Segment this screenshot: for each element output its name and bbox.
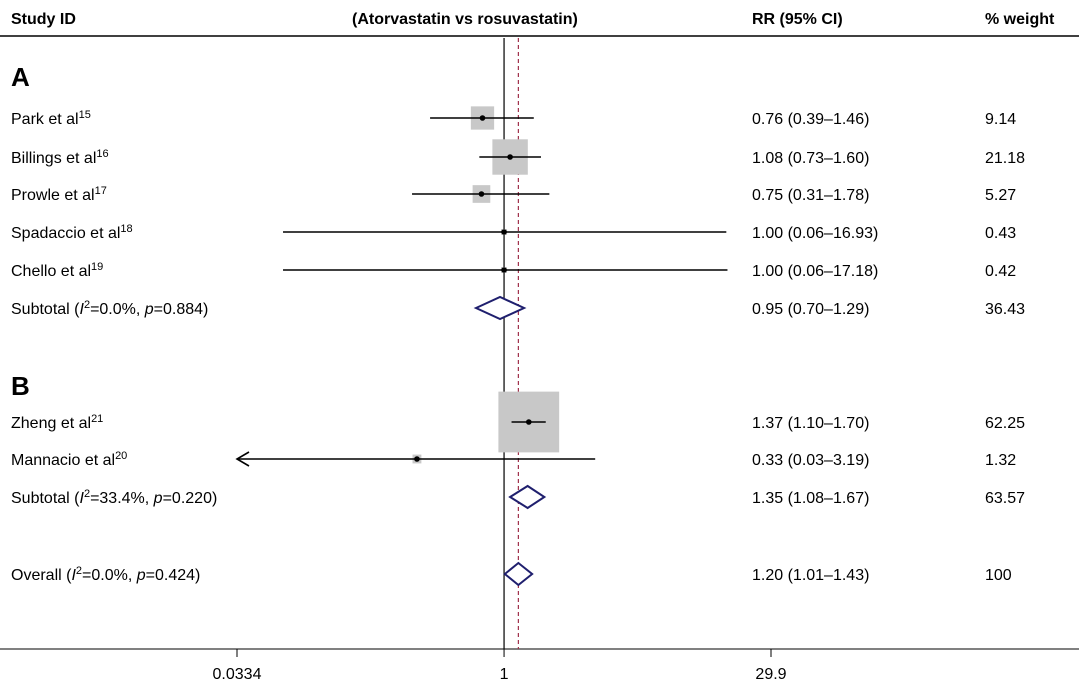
rr-ci-value: 1.00 (0.06–16.93)	[752, 225, 878, 242]
weight-value: 100	[985, 567, 1012, 584]
subtotal-label-pval: =0.884)	[154, 301, 209, 318]
overall-label: Overall (I2=0.0%, p=0.424)	[11, 565, 200, 584]
subtotal-label: Subtotal (I2=33.4%, p=0.220)	[11, 488, 217, 507]
subtotal-label-p: p	[144, 301, 154, 318]
rr-ci-value: 1.08 (0.73–1.60)	[752, 150, 869, 167]
subtotal-label-pval: =0.220)	[163, 490, 218, 507]
study-label-park-name: Park et al	[11, 111, 79, 128]
study-label-prowle-name: Prowle et al	[11, 187, 95, 204]
subtotal-label: Subtotal (I2=0.0%, p=0.884)	[11, 299, 208, 318]
overall-diamond	[503, 561, 534, 587]
subtotal-label-sup: 2	[84, 488, 90, 500]
study-label-chello: Chello et al19	[11, 261, 103, 280]
point-estimate	[478, 191, 485, 197]
overall-label-i: I	[71, 567, 76, 584]
study-label-zheng-name: Zheng et al	[11, 415, 91, 432]
study-label-billings: Billings et al16	[11, 148, 109, 167]
subtotal-label-i: I	[79, 301, 84, 318]
study-label-prowle-ref: 17	[95, 185, 107, 197]
x-axis-ticks: 0.0334 1 29.9	[213, 649, 787, 683]
study-label-billings-ref: 16	[96, 148, 108, 160]
study-label-billings-name: Billings et al	[11, 150, 96, 167]
subtotal-label-p: p	[153, 490, 163, 507]
study-label-zheng: Zheng et al21	[11, 413, 103, 432]
study-label-chello-ref: 19	[91, 261, 103, 273]
rr-ci-value: 1.37 (1.10–1.70)	[752, 415, 869, 432]
rr-ci-value: 0.76 (0.39–1.46)	[752, 111, 869, 128]
weight-value: 0.42	[985, 263, 1016, 280]
overall-label-p: p	[136, 567, 146, 584]
overall-label-sup: 2	[76, 565, 82, 577]
subtotal-label-i2: =33.4%,	[90, 490, 154, 507]
point-estimate	[414, 456, 420, 462]
x-tick-label: 1	[500, 666, 509, 683]
weight-value: 62.25	[985, 415, 1025, 432]
point-estimate	[507, 154, 513, 160]
subtotal-label-prefix: Subtotal (	[11, 301, 80, 318]
weight-value: 9.14	[985, 111, 1016, 128]
weight-value: 5.27	[985, 187, 1016, 204]
point-estimate	[501, 229, 507, 235]
study-label-park: Park et al15	[11, 109, 91, 128]
rr-ci-value: 1.00 (0.06–17.18)	[752, 263, 878, 280]
ci-arrow	[235, 451, 250, 467]
study-label-spadaccio-name: Spadaccio et al	[11, 225, 120, 242]
x-tick-label: 29.9	[755, 666, 786, 683]
subtotal-label-sup: 2	[84, 299, 90, 311]
header-study-id: Study ID	[11, 11, 76, 28]
study-label-mannacio: Mannacio et al20	[11, 450, 127, 469]
weight-value: 1.32	[985, 452, 1016, 469]
study-label-mannacio-ref: 20	[115, 450, 127, 462]
overall-label-pval: =0.424)	[146, 567, 201, 584]
weight-value: 21.18	[985, 150, 1025, 167]
study-label-chello-name: Chello et al	[11, 263, 91, 280]
study-label-prowle: Prowle et al17	[11, 185, 107, 204]
subtotal-diamond	[473, 295, 527, 321]
study-label-spadaccio-ref: 18	[120, 223, 132, 235]
x-tick-label: 0.0334	[213, 666, 262, 683]
point-estimate	[525, 419, 532, 425]
rr-ci-value: 1.20 (1.01–1.43)	[752, 567, 869, 584]
study-label-park-ref: 15	[79, 109, 91, 121]
subtotal-diamond	[508, 484, 547, 510]
point-estimate	[479, 115, 486, 121]
subtotal-label-i: I	[79, 490, 84, 507]
group-label-B: B	[11, 371, 30, 401]
study-label-spadaccio: Spadaccio et al18	[11, 223, 133, 242]
header-comparison: (Atorvastatin vs rosuvastatin)	[352, 11, 578, 28]
rr-ci-value: 1.35 (1.08–1.67)	[752, 490, 869, 507]
group-label-A: A	[11, 62, 30, 92]
weight-value: 36.43	[985, 301, 1025, 318]
subtotal-label-i2: =0.0%,	[90, 301, 145, 318]
overall-label-prefix: Overall (	[11, 567, 72, 584]
rr-ci-value: 0.95 (0.70–1.29)	[752, 301, 869, 318]
forest-rows: A Park et al15 0.76 (0.39–1.46) 9.14 Billing…	[11, 38, 1025, 649]
study-label-mannacio-name: Mannacio et al	[11, 452, 115, 469]
weight-value: 0.43	[985, 225, 1016, 242]
rr-ci-value: 0.33 (0.03–3.19)	[752, 452, 869, 469]
rr-ci-value: 0.75 (0.31–1.78)	[752, 187, 869, 204]
header-weight: % weight	[985, 11, 1055, 28]
subtotal-label-prefix: Subtotal (	[11, 490, 80, 507]
point-estimate	[501, 267, 507, 273]
overall-label-i2: =0.0%,	[82, 567, 137, 584]
study-label-zheng-ref: 21	[91, 413, 103, 425]
header-rr: RR (95% CI)	[752, 11, 843, 28]
weight-value: 63.57	[985, 490, 1025, 507]
